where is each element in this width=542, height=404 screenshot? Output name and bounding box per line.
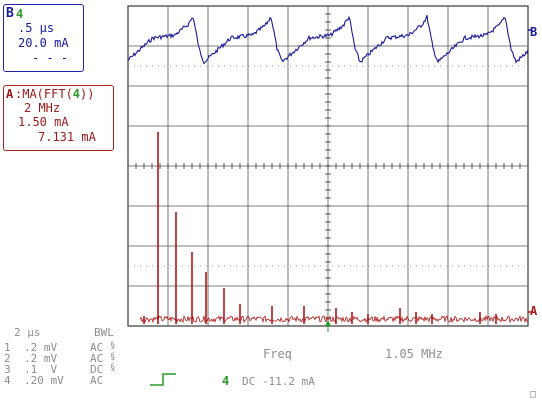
trigger-level: DC -11.2 mA [242,375,315,388]
probe-icon: § [110,352,116,362]
channel-volts: .20 mV [24,374,64,387]
channel-volts: .2 mV [24,352,58,365]
trace-b-timebase: .5 µs [18,21,55,35]
trace-a-value: 7.131 mA [38,130,96,144]
probe-icon: § [110,341,116,351]
trace-b-scale: 20.0 mA [18,36,69,50]
trace-b-dashes: - - - [32,51,69,65]
trace-a-fft-spectrum [139,132,532,324]
channel-coupling: AC [90,352,104,365]
trace-b-waveform [127,15,532,65]
trace-a-info-box[interactable]: A :MA(FFT(4)) 2 MHz 1.50 mA 7.131 mA [3,85,114,151]
channel-coupling: AC [90,341,104,354]
channel-number: 4 [4,374,11,387]
frequency-label: Freq [263,347,292,361]
probe-icon: § [110,363,116,373]
trigger-position-arrow [325,320,331,326]
trace-a-function: :MA(FFT(4)) [15,87,95,101]
channel-number: 2 [4,352,11,365]
trace-a-marker-label: A [530,304,538,318]
trace-b-marker-label: B [530,25,538,39]
channel-volts: .2 mV [24,341,58,354]
frequency-value: 1.05 MHz [385,347,443,361]
channel-volts: .1 V [24,363,58,376]
timebase-readout: 2 µs [14,326,41,339]
trace-a-noise-floor [139,314,529,324]
trace-b-source: 4 [16,7,24,21]
channel-coupling: AC [90,374,104,387]
channel-number: 1 [4,341,11,354]
trigger-channel: 4 [222,374,230,388]
trace-a-scale: 1.50 mA [18,115,69,129]
trace-b-info-box[interactable]: B 4 .5 µs 20.0 mA - - - [3,4,84,72]
channel-number: 3 [4,363,11,376]
bandwidth-limit-label: BWL [94,326,114,339]
corner-square-icon: □ [530,389,537,400]
channel-coupling: DC [90,363,104,376]
trace-markers [325,320,331,332]
graticule [127,5,529,327]
trace-b-label: B [6,6,14,21]
trace-a-freq-per-div: 2 MHz [24,101,61,115]
trace-b-line [127,15,529,65]
trace-a-label: A [6,87,14,101]
